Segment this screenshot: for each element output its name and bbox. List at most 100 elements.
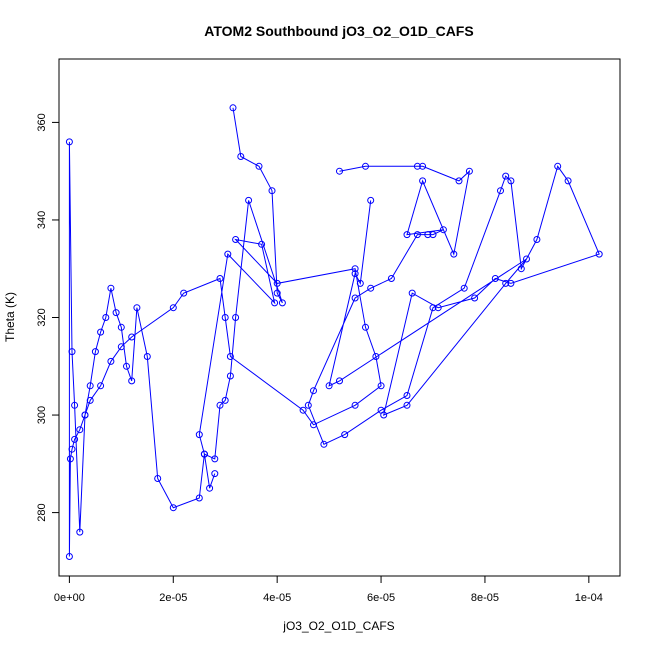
data-point [133, 304, 141, 312]
data-point [471, 294, 479, 302]
data-point [71, 401, 79, 409]
data-point [180, 289, 188, 297]
data-point [310, 387, 317, 395]
data-point [107, 284, 115, 292]
data-point [523, 255, 530, 263]
data-point [424, 231, 432, 239]
data-point [351, 401, 359, 409]
y-tick-label: 340 [36, 211, 48, 229]
y-tick-label: 320 [36, 308, 48, 326]
data-point [195, 431, 203, 439]
data-point [229, 104, 237, 112]
y-tick-label: 280 [36, 503, 48, 521]
data-point [367, 284, 375, 292]
series-line-2 [307, 165, 600, 445]
x-tick-label: 1e-04 [575, 592, 603, 604]
data-point [169, 504, 177, 512]
data-point [255, 162, 263, 170]
data-point [268, 187, 276, 195]
x-tick-label: 0e+00 [54, 592, 85, 604]
x-axis: 0e+00 2e-05 4e-05 6e-05 8e-05 1e-04 [54, 575, 603, 604]
data-point [258, 240, 266, 248]
data-point [154, 475, 162, 482]
data-point [299, 406, 307, 414]
data-point [387, 275, 395, 282]
data-point [351, 265, 359, 273]
data-point [507, 177, 515, 185]
data-point [216, 401, 224, 409]
data-point [206, 484, 214, 492]
data-point [502, 172, 510, 180]
data-point [362, 162, 369, 170]
data-point [76, 528, 84, 536]
data-point [224, 250, 232, 258]
data-point [195, 494, 203, 502]
data-point [97, 382, 105, 390]
data-point [128, 377, 136, 385]
data-point [336, 167, 343, 175]
data-point [123, 362, 130, 370]
data-point [517, 265, 525, 273]
data-point [408, 289, 416, 297]
data-point [221, 314, 229, 321]
data-point [351, 294, 359, 302]
data-point [200, 450, 208, 458]
data-point [304, 401, 312, 409]
data-point [226, 372, 234, 380]
data-point [211, 470, 219, 478]
data-point [554, 162, 562, 170]
data-point [380, 411, 388, 419]
data-point [403, 231, 411, 239]
data-point [65, 138, 73, 146]
data-point [450, 250, 458, 258]
data-point [66, 455, 74, 463]
data-point [325, 382, 333, 390]
data-point [419, 177, 427, 185]
series-lines [68, 107, 600, 557]
data-point [65, 553, 73, 560]
data-point [71, 435, 79, 443]
data-point [429, 304, 437, 312]
data-point [356, 279, 364, 287]
data-point [507, 279, 515, 287]
y-tick-label: 360 [36, 113, 48, 131]
data-point [76, 426, 84, 434]
data-point [419, 162, 427, 170]
data-point [86, 396, 94, 404]
data-point [68, 445, 76, 453]
data-point [91, 348, 99, 356]
data-point [533, 236, 541, 243]
data-point [68, 348, 76, 356]
data-point [455, 177, 463, 185]
data-point [310, 421, 317, 429]
data-point [278, 299, 286, 307]
data-point [245, 196, 253, 204]
series-line-1 [68, 107, 382, 557]
data-point [341, 431, 349, 439]
data-point [367, 196, 375, 204]
x-tick-label: 2e-05 [159, 592, 187, 604]
data-point [434, 304, 442, 312]
data-point [128, 333, 136, 341]
data-point [273, 289, 281, 297]
data-point [465, 167, 473, 175]
data-point [107, 357, 115, 365]
data-point [564, 177, 572, 185]
x-axis-label: jO3_O2_O1D_CAFS [282, 619, 394, 633]
y-tick-label: 300 [36, 406, 48, 424]
data-point [336, 377, 343, 385]
data-point [429, 231, 437, 239]
data-point [221, 396, 229, 404]
x-tick-label: 8e-05 [471, 592, 499, 604]
plot-area [58, 58, 621, 577]
data-point [237, 153, 245, 160]
data-point [273, 279, 281, 287]
data-point [413, 162, 421, 170]
data-point [497, 187, 504, 195]
x-tick-label: 6e-05 [367, 592, 395, 604]
data-point [403, 392, 411, 399]
data-point [439, 226, 447, 234]
data-point [117, 343, 125, 351]
data-point [169, 304, 177, 312]
